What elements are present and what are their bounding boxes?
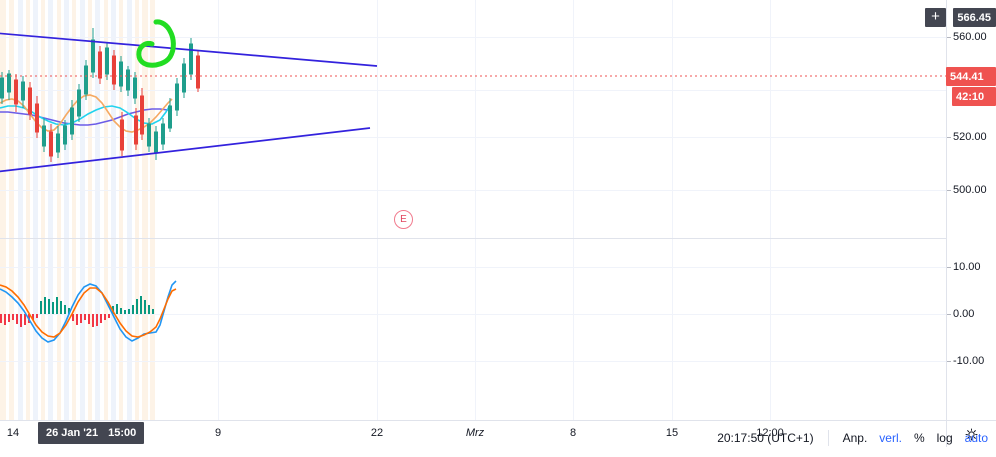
pane-separator[interactable]	[0, 238, 946, 239]
bar-countdown-badge: 42:10	[952, 87, 996, 106]
ma-slow-line	[0, 108, 173, 126]
trendline-upper[interactable]	[0, 32, 378, 67]
crosshair-time-value: 15:00	[108, 427, 137, 439]
adjust-button[interactable]: Anp.	[842, 431, 868, 445]
time-axis-tick: 8	[569, 427, 577, 439]
earnings-marker-label: E	[400, 214, 407, 225]
macd-pane[interactable]	[0, 239, 946, 387]
status-divider	[827, 430, 829, 446]
candlestick-series	[0, 28, 200, 162]
status-bar: 20:17:50 (UTC+1) Anp. verl. % log auto	[0, 430, 996, 457]
time-axis-tick: 12:00	[756, 427, 784, 439]
bar-countdown-value: 42:10	[956, 90, 985, 103]
macd-signal-line	[0, 284, 177, 338]
clock-label: 20:17:50 (UTC+1)	[717, 431, 814, 445]
chart-settings-button[interactable]	[946, 421, 996, 447]
time-axis-tick: 22	[370, 427, 384, 439]
auto-scale-button[interactable]: auto	[964, 431, 988, 445]
price-axis-tick: -10.00	[946, 355, 985, 367]
time-axis-tick: 14	[6, 427, 20, 439]
earnings-marker[interactable]: E	[394, 210, 413, 229]
add-indicator-plus-button[interactable]: +	[925, 8, 946, 27]
price-axis-tick: 10.00	[947, 261, 981, 273]
time-axis-tick: Mrz	[465, 427, 485, 439]
crosshair-price-value: 566.45	[957, 11, 991, 24]
breakout-circle[interactable]	[136, 19, 176, 68]
extend-button[interactable]: verl.	[879, 431, 902, 445]
macd-line	[0, 280, 177, 343]
price-pane[interactable]	[0, 0, 946, 238]
time-axis-tick: 9	[214, 427, 222, 439]
price-axis-tick: 500.00	[947, 184, 987, 196]
percent-scale-button[interactable]: %	[913, 431, 925, 445]
chart-canvas[interactable]: E	[0, 0, 946, 420]
price-axis-tick: 0.00	[946, 308, 975, 320]
candlestick-breakout-cluster	[120, 108, 138, 156]
crosshair-date-value: 26 Jan '21	[46, 427, 99, 439]
price-axis-tick: 520.00	[947, 131, 987, 143]
log-scale-button[interactable]: log	[936, 431, 953, 445]
last-price-value: 544.41	[950, 70, 984, 83]
time-axis[interactable]: 14 9 22 Mrz 8 15 12:00 26 Jan '21 15:00	[0, 420, 996, 447]
trendline-lower[interactable]	[0, 127, 371, 173]
crosshair-time-badge: 26 Jan '21 15:00	[38, 422, 145, 444]
last-price-badge[interactable]: 544.41	[946, 67, 996, 86]
gear-icon	[964, 427, 979, 442]
plus-icon: +	[931, 8, 940, 25]
price-axis[interactable]: 560.00 520.00 500.00 10.00 0.00 -10.00 5…	[946, 0, 996, 420]
time-axis-tick: 15	[665, 427, 679, 439]
price-axis-tick: 560.00	[947, 31, 987, 43]
session-stripes	[0, 0, 155, 420]
macd-histogram	[0, 296, 154, 327]
crosshair-price-badge: 566.45	[953, 8, 996, 27]
